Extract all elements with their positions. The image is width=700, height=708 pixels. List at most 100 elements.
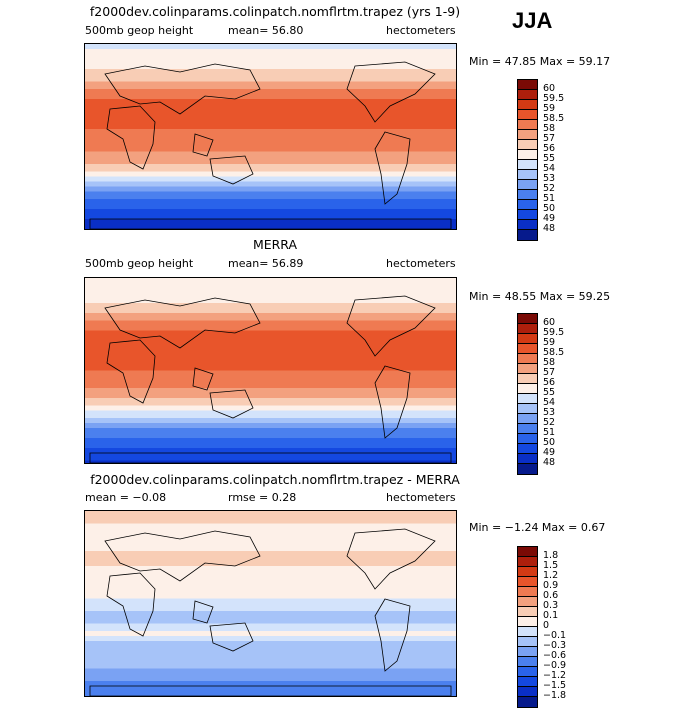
panel-2-map-svg	[85, 278, 456, 463]
colorbar-tick-label: 58.5	[543, 113, 565, 124]
panel-3-minmax: Min = −1.24 Max = 0.67	[469, 521, 606, 534]
colorbar-tick-label: 59	[543, 103, 556, 114]
zonal-band	[85, 693, 456, 696]
colorbar-swatch	[518, 424, 537, 434]
coastline	[209, 622, 254, 652]
zonal-band	[85, 154, 456, 158]
panel-1-minmax: Min = 47.85 Max = 59.17	[469, 55, 611, 68]
zonal-band	[85, 86, 456, 90]
zonal-band	[85, 531, 456, 535]
zonal-band	[85, 320, 456, 324]
zonal-band	[85, 648, 456, 652]
panel-1-units: hectometers	[386, 24, 456, 37]
zonal-band	[85, 149, 456, 153]
zonal-band	[85, 84, 456, 88]
zonal-band	[85, 101, 456, 105]
colorbar-tick-label: 1.5	[543, 560, 559, 571]
zonal-band	[85, 521, 456, 525]
colorbar-swatch	[518, 567, 537, 577]
panel-2-mean: mean= 56.89	[228, 257, 304, 270]
zonal-band	[85, 420, 456, 424]
zonal-band	[85, 573, 456, 577]
zonal-band	[85, 611, 456, 615]
zonal-band	[85, 151, 456, 155]
zonal-band	[85, 59, 456, 63]
colorbar-swatch	[518, 120, 537, 130]
panel-3-units: hectometers	[386, 491, 456, 504]
panel-3-rmse: rmse = 0.28	[228, 491, 297, 504]
zonal-band	[85, 395, 456, 399]
colorbar-swatch	[518, 627, 537, 637]
zonal-band	[85, 666, 456, 670]
zonal-band	[85, 209, 456, 213]
zonal-band	[85, 191, 456, 195]
zonal-band	[85, 350, 456, 354]
colorbar-tick-label: 58	[543, 357, 556, 368]
zonal-band	[85, 340, 456, 344]
zonal-band	[85, 651, 456, 655]
zonal-band	[85, 576, 456, 580]
colorbar-swatch	[518, 220, 537, 230]
zonal-band	[85, 571, 456, 575]
zonal-band	[85, 415, 456, 419]
zonal-band	[85, 418, 456, 422]
zonal-band	[85, 638, 456, 642]
zonal-band	[85, 691, 456, 695]
zonal-band	[85, 358, 456, 362]
zonal-band	[85, 628, 456, 632]
zonal-band	[85, 458, 456, 462]
colorbar-swatch	[518, 200, 537, 210]
zonal-band	[85, 581, 456, 585]
colorbar-swatch	[518, 557, 537, 567]
panel-2-units: hectometers	[386, 257, 456, 270]
zonal-band	[85, 548, 456, 552]
colorbar-swatch	[518, 180, 537, 190]
colorbar-tick-label: 49	[543, 447, 556, 458]
colorbar-swatch	[518, 344, 537, 354]
zonal-band	[85, 568, 456, 572]
zonal-band	[85, 136, 456, 140]
zonal-band	[85, 323, 456, 327]
colorbar-swatch	[518, 637, 537, 647]
colorbar-swatch	[518, 314, 537, 324]
zonal-band	[85, 668, 456, 672]
zonal-band	[85, 601, 456, 605]
zonal-band	[85, 626, 456, 630]
colorbar-swatch	[518, 464, 537, 474]
coastline	[346, 295, 436, 357]
zonal-band	[85, 310, 456, 314]
zonal-band	[85, 388, 456, 392]
panel-1-colorbar-labels: 60 59.5 59 58.5 58 57 56 55 54 53 52 51 50 49 48	[543, 84, 564, 234]
zonal-band	[85, 445, 456, 449]
zonal-band	[85, 408, 456, 412]
zonal-band	[85, 194, 456, 198]
colorbar-swatch	[518, 687, 537, 697]
zonal-band	[85, 288, 456, 292]
zonal-band	[85, 448, 456, 452]
colorbar-tick-label: 59	[543, 337, 556, 348]
zonal-band	[85, 558, 456, 562]
zonal-band	[85, 423, 456, 427]
zonal-band	[85, 553, 456, 557]
colorbar-tick-label: 50	[543, 203, 556, 214]
zonal-band	[85, 181, 456, 185]
zonal-band	[85, 54, 456, 58]
colorbar-swatch	[518, 100, 537, 110]
zonal-band	[85, 313, 456, 317]
zonal-band	[85, 641, 456, 645]
zonal-band	[85, 129, 456, 133]
zonal-band	[85, 393, 456, 397]
zonal-band	[85, 290, 456, 294]
colorbar-swatch	[518, 354, 537, 364]
colorbar-tick-label: 0.1	[543, 610, 559, 621]
zonal-band	[85, 378, 456, 382]
colorbar-swatch	[518, 607, 537, 617]
zonal-band	[85, 588, 456, 592]
colorbar-tick-label: 54	[543, 163, 556, 174]
zonal-band	[85, 390, 456, 394]
zonal-band	[85, 141, 456, 145]
zonal-band	[85, 536, 456, 540]
zonal-band	[85, 566, 456, 570]
zonal-band	[85, 511, 456, 515]
zonal-band	[85, 430, 456, 434]
